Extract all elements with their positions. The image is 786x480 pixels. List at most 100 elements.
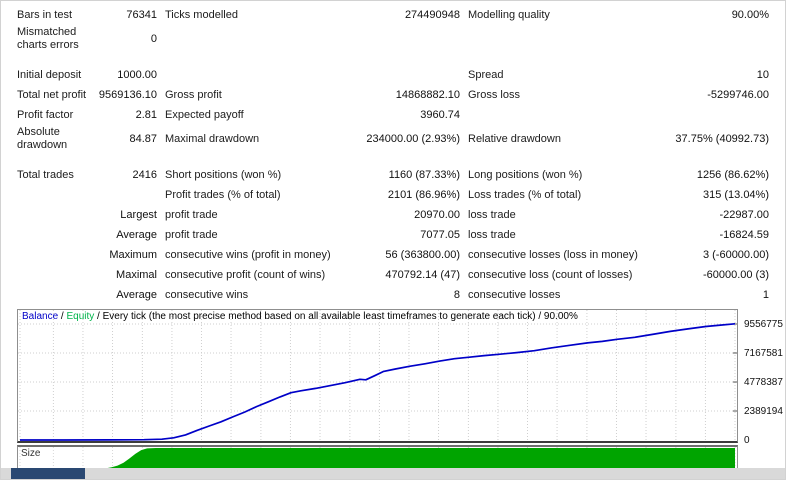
stat-value: Maximum [109,249,157,261]
stat-value: 3 (-60000.00) [702,249,769,261]
stat-row: Profit trades (% of total) 2101 (86.96%) L… [17,185,777,205]
stat-value: 1160 (87.33%) [388,169,460,181]
stat-value: Largest [120,209,157,221]
stat-label: consecutive wins (profit in money) [165,248,331,261]
stat-label: consecutive losses [468,288,561,301]
stat-value: 274490948 [404,9,460,21]
stat-label: Maximal drawdown [165,132,260,145]
stat-value: 90.00% [731,9,769,21]
stat-label: Gross loss [468,88,520,101]
stat-row: Profit factor 2.81 Expected payoff 3960.74 [17,105,777,125]
stat-label: Bars in test [17,8,73,21]
size-plot [19,447,736,469]
window-chip [11,468,85,479]
row-spacer [17,153,777,165]
stat-value: Average [116,229,157,241]
legend-text: / Every tick (the most precise method ba… [94,311,578,322]
status-bar [1,468,785,479]
stat-value: 56 (363800.00) [385,249,460,261]
legend-text: / [58,311,67,322]
stat-label: Gross profit [165,88,222,101]
stat-label: Total trades [17,168,74,181]
stat-row: Total net profit 9569136.10 Gross profit 14… [17,85,777,105]
stat-value: 76341 [126,9,157,21]
y-tick-label: 7167581 [744,348,783,359]
stat-value: 14868882.10 [395,89,460,101]
stat-value: 2.81 [135,109,157,121]
stat-value: 7077.05 [420,229,460,241]
legend-balance: Balance [22,311,59,322]
stat-row: Total trades 2416 Short positions (won %) 1… [17,165,777,185]
chart-legend: Balance / Equity / Every tick (the most … [22,311,578,322]
stat-row: Maximal consecutive profit (count of wins… [17,265,777,285]
stat-value: 2101 (86.96%) [387,189,460,201]
results-table: Bars in test 76341 Ticks modelled 274490948… [17,5,777,305]
stat-label: Short positions (won %) [165,168,282,181]
stat-label: Expected payoff [165,108,244,121]
y-tick-label: 0 [744,435,750,446]
stat-value: Maximal [116,269,157,281]
chart-y-axis: 9556775 7167581 4778387 2389194 0 [744,309,784,446]
balance-plot-panel: Balance / Equity / Every tick (the most … [17,309,738,443]
stat-value: 1256 (86.62%) [696,169,769,181]
size-panel: Size [17,445,738,470]
stat-label: Mismatched charts errors [17,26,79,51]
y-tick-label: 2389194 [744,406,783,417]
stat-label: Relative drawdown [468,132,561,145]
stat-value: 10 [756,69,769,81]
balance-plot [18,310,737,441]
stat-row: Maximum consecutive wins (profit in money… [17,245,777,265]
stat-row: Average profit trade 7077.05 loss trade -168… [17,225,777,245]
y-tick-label: 4778387 [744,377,783,388]
stat-label: consecutive losses (loss in money) [468,248,638,261]
stat-label: Loss trades (% of total) [468,188,582,201]
stat-value: 0 [150,33,157,45]
stat-row: Average consecutive wins 8 consecutive loss… [17,285,777,305]
stat-row: Mismatched charts errors 0 [17,25,777,53]
size-label: Size [21,448,41,459]
stat-value: 37.75% (40992.73) [675,133,769,145]
stat-label: loss trade [468,208,516,221]
stat-label: loss trade [468,228,516,241]
stat-label: Profit trades (% of total) [165,188,281,201]
stat-label: profit trade [165,228,218,241]
stat-row: Absolute drawdown 84.87 Maximal drawdown 23… [17,125,777,153]
stat-row: Initial deposit 1000.00 Spread 10 [17,65,777,85]
stat-label: Total net profit [17,88,87,101]
stat-value: Average [116,289,157,301]
legend-equity: Equity [66,311,95,322]
stat-value: 8 [453,289,460,301]
stat-value: 9569136.10 [98,89,157,101]
stat-value: -22987.00 [719,209,769,221]
stat-label: Long positions (won %) [468,168,583,181]
stat-value: 315 (13.04%) [702,189,769,201]
row-spacer [17,53,777,65]
stat-value: 84.87 [129,133,157,145]
balance-equity-chart: Balance / Equity / Every tick (the most … [17,309,784,479]
stat-value: 1 [762,289,769,301]
y-tick-label: 9556775 [744,319,783,330]
stat-label: Modelling quality [468,8,550,21]
stat-row: Largest profit trade 20970.00 loss trade -22… [17,205,777,225]
stat-label: Ticks modelled [165,8,238,21]
stat-value: -60000.00 (3) [702,269,769,281]
stat-label: Profit factor [17,108,74,121]
stat-label: Absolute drawdown [17,126,68,151]
stat-label: consecutive loss (count of losses) [468,268,633,281]
stat-value: 3960.74 [420,109,460,121]
stat-label: consecutive wins [165,288,249,301]
stat-value: 1000.00 [117,69,157,81]
stat-value: 234000.00 (2.93%) [366,133,460,145]
stat-value: 2416 [132,169,157,181]
report-content: Bars in test 76341 Ticks modelled 274490948… [11,5,783,479]
stat-label: profit trade [165,208,218,221]
stat-value: 20970.00 [414,209,460,221]
stat-label: consecutive profit (count of wins) [165,268,326,281]
stat-value: -16824.59 [719,229,769,241]
stat-label: Initial deposit [17,68,82,81]
stat-value: 470792.14 (47) [385,269,460,281]
stat-value: -5299746.00 [707,89,769,101]
stat-label: Spread [468,68,504,81]
stat-row: Bars in test 76341 Ticks modelled 274490948… [17,5,777,25]
